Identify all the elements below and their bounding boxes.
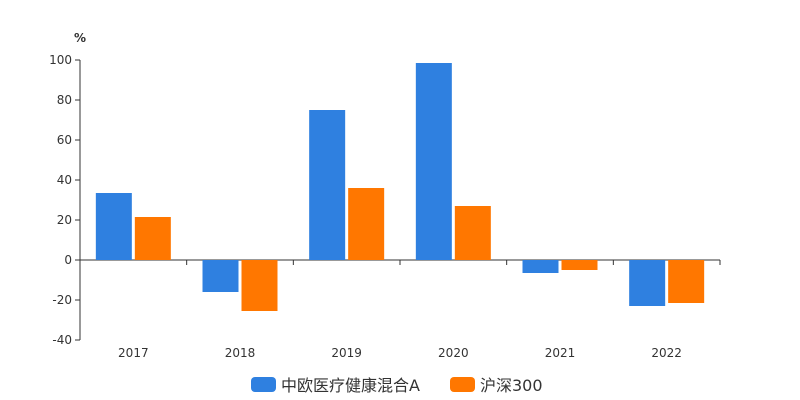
bar-index-2019 — [348, 188, 385, 260]
bar-fund-2018 — [202, 260, 239, 292]
bar-index-2020 — [454, 206, 491, 260]
bars — [95, 63, 705, 311]
y-axis: -40 -20 0 20 40 60 80 100 — [49, 53, 81, 347]
legend-label: 沪深300 — [480, 376, 543, 395]
bar-fund-2022 — [629, 260, 666, 306]
legend-label: 中欧医疗健康混合A — [281, 376, 420, 395]
bar-fund-2019 — [309, 110, 346, 260]
y-tick-label: 100 — [49, 53, 72, 67]
legend-swatch — [251, 377, 276, 392]
x-tick-label: 2019 — [331, 346, 362, 360]
legend-swatch — [450, 377, 475, 392]
x-tick-label: 2017 — [118, 346, 149, 360]
bar-fund-2021 — [522, 260, 559, 273]
y-tick-label: -20 — [52, 293, 72, 307]
y-tick-label: 60 — [57, 133, 72, 147]
x-tick-label: 2021 — [545, 346, 576, 360]
bar-index-2022 — [668, 260, 705, 303]
x-tick-label: 2022 — [651, 346, 682, 360]
bar-index-2017 — [134, 217, 171, 260]
y-tick-label: 0 — [64, 253, 72, 267]
legend: 中欧医疗健康混合A 沪深300 — [251, 376, 543, 395]
bar-index-2018 — [241, 260, 278, 311]
bar-fund-2020 — [415, 63, 452, 260]
x-tick-label: 2018 — [225, 346, 256, 360]
y-tick-label: -40 — [52, 333, 72, 347]
x-tick-label: 2020 — [438, 346, 469, 360]
bar-fund-2017 — [95, 193, 132, 260]
bar-index-2021 — [561, 260, 598, 270]
y-unit-label: % — [74, 31, 86, 45]
y-tick-label: 40 — [57, 173, 72, 187]
y-tick-label: 80 — [57, 93, 72, 107]
x-axis: 2017 2018 2019 2020 2021 2022 — [79, 259, 721, 360]
y-tick-label: 20 — [57, 213, 72, 227]
